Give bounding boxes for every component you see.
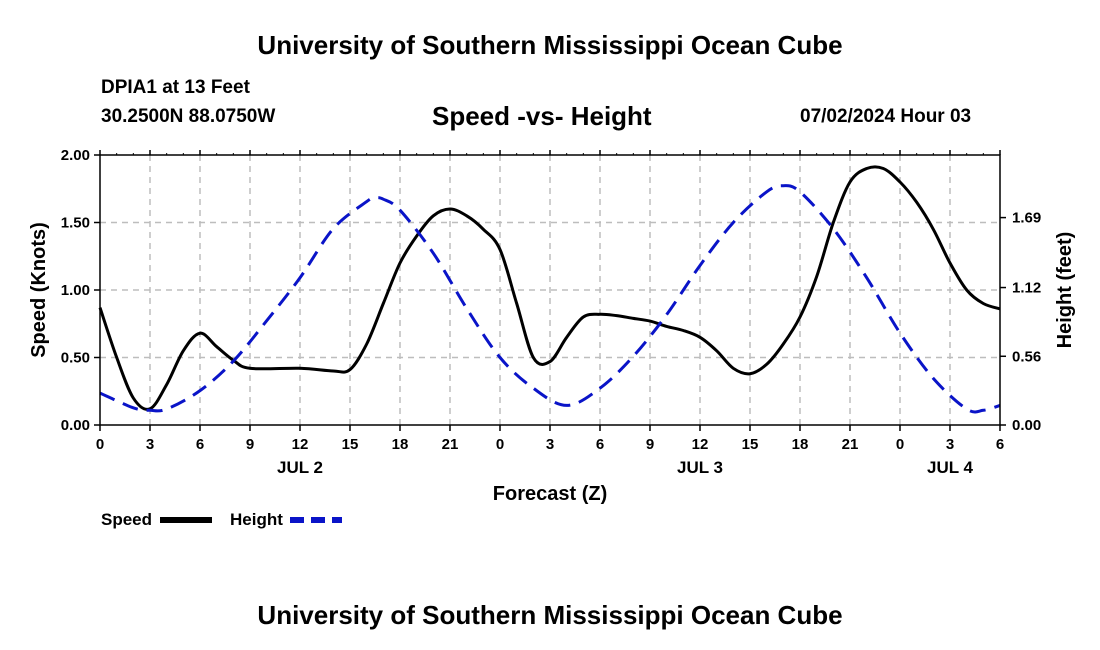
x-tick-label: 3 xyxy=(546,436,554,453)
grid-lines xyxy=(100,155,1000,425)
axes: 0 3 6 9 12 15 18 21 0 3 6 9 12 15 18 21 0 3 6 JUL 2 JUL 3 JUL… xyxy=(61,147,1041,477)
x-tick-label: 21 xyxy=(842,436,859,453)
x-tick-label: 6 xyxy=(196,436,204,453)
y-tick-label: 0.00 xyxy=(61,417,90,434)
y2-tick-label: 1.69 xyxy=(1012,210,1041,227)
y2-tick-label: 1.12 xyxy=(1012,280,1041,297)
legend: Speed Height xyxy=(101,510,342,529)
y-tick-label: 0.50 xyxy=(61,350,90,367)
chart-title: University of Southern Mississippi Ocean… xyxy=(257,30,843,60)
x-tick-label: 15 xyxy=(742,436,759,453)
x-tick-label: 0 xyxy=(96,436,104,453)
x-tick-label: 18 xyxy=(792,436,809,453)
forecast-datetime: 07/02/2024 Hour 03 xyxy=(800,106,972,127)
y2-axis-label: Height (feet) xyxy=(1054,232,1076,349)
station-label: DPIA1 at 13 Feet xyxy=(101,77,250,98)
footer-title: University of Southern Mississippi Ocean… xyxy=(257,600,843,630)
x-tick-label: 9 xyxy=(646,436,654,453)
y-axis-label: Speed (Knots) xyxy=(28,222,50,358)
series-lines xyxy=(98,165,1001,414)
y-tick-label: 2.00 xyxy=(61,147,90,164)
legend-label-height: Height xyxy=(230,510,283,529)
x-tick-label: 6 xyxy=(996,436,1004,453)
date-label: JUL 3 xyxy=(677,458,723,477)
x-tick-label: 3 xyxy=(146,436,154,453)
x-tick-label: 21 xyxy=(442,436,459,453)
x-tick-label: 0 xyxy=(496,436,504,453)
series-line-speed xyxy=(98,165,1001,411)
x-tick-label: 12 xyxy=(692,436,709,453)
x-tick-label: 3 xyxy=(946,436,954,453)
date-label: JUL 2 xyxy=(277,458,323,477)
station-coordinates: 30.2500N 88.0750W xyxy=(101,106,276,127)
x-tick-label: 12 xyxy=(292,436,309,453)
y-tick-label: 1.00 xyxy=(61,282,90,299)
y2-tick-label: 0.56 xyxy=(1012,348,1041,365)
legend-label-speed: Speed xyxy=(101,510,152,529)
x-tick-label: 6 xyxy=(596,436,604,453)
y-tick-label: 1.50 xyxy=(61,215,90,232)
x-axis-label: Forecast (Z) xyxy=(493,483,607,505)
y2-tick-label: 0.00 xyxy=(1012,417,1041,434)
date-label: JUL 4 xyxy=(927,458,974,477)
chart-subtitle: Speed -vs- Height xyxy=(432,101,652,131)
x-tick-label: 18 xyxy=(392,436,409,453)
x-tick-label: 0 xyxy=(896,436,904,453)
x-tick-label: 15 xyxy=(342,436,359,453)
x-tick-label: 9 xyxy=(246,436,254,453)
